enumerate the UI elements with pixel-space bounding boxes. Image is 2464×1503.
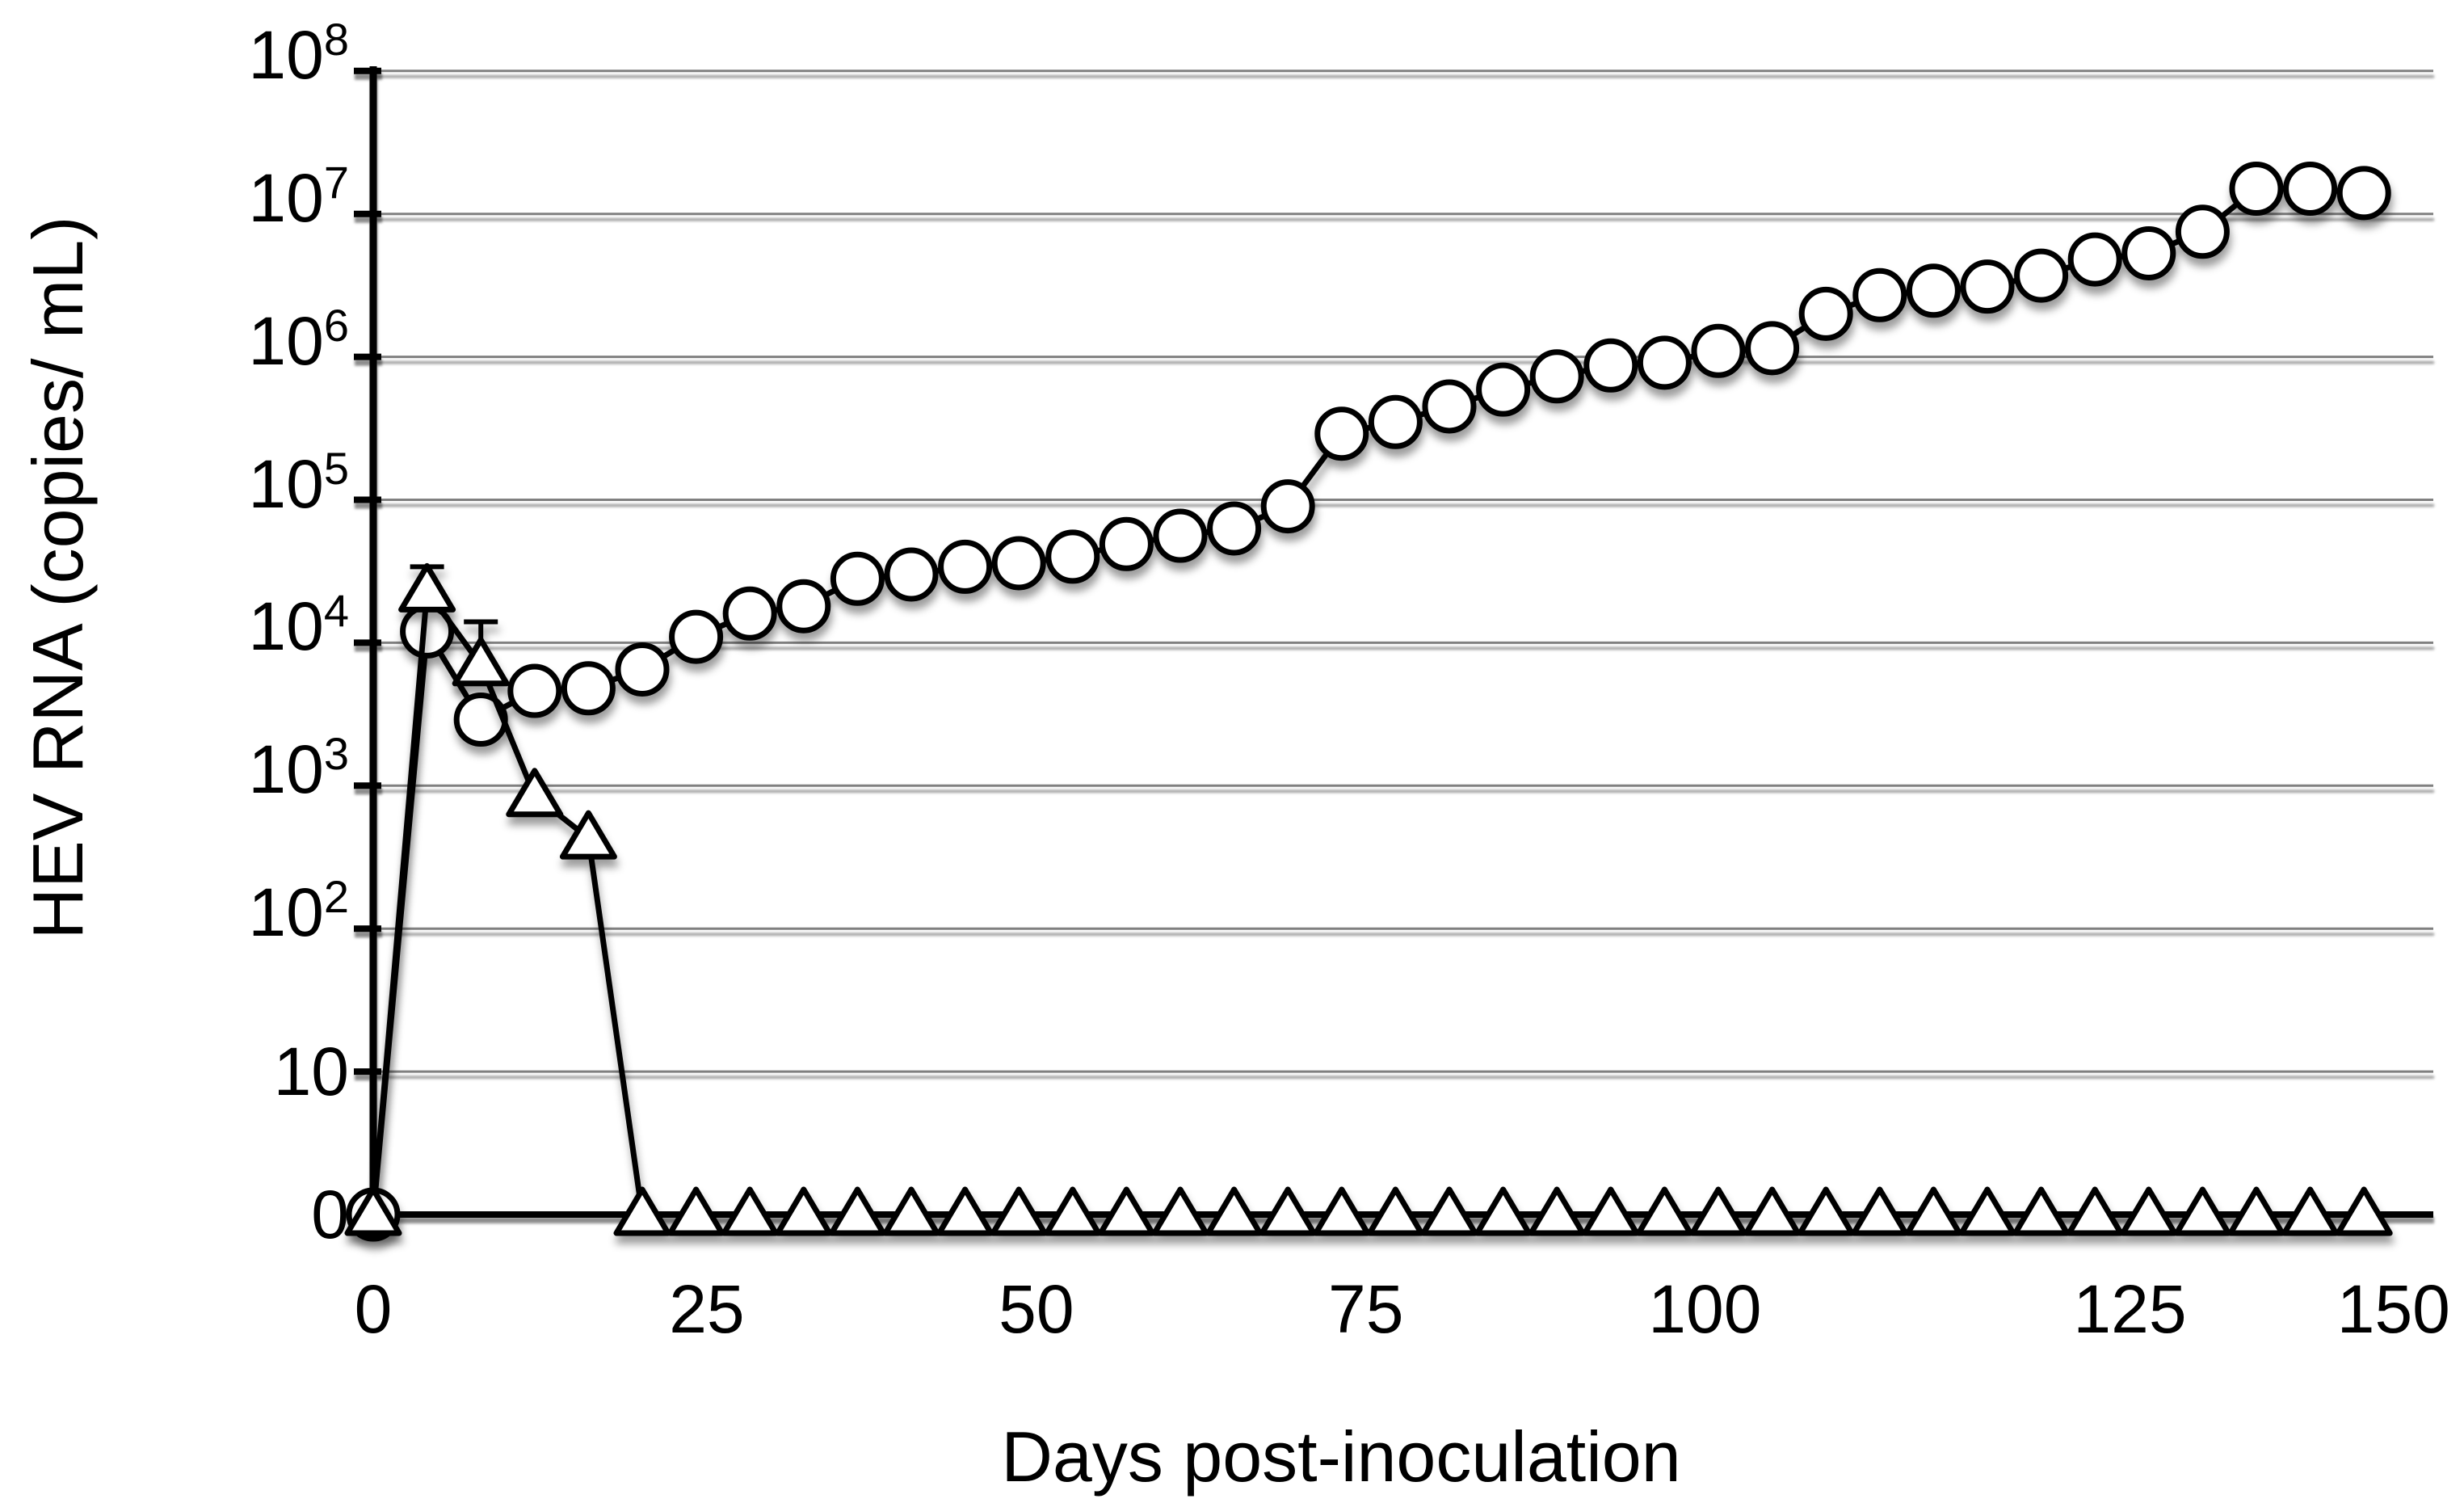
data-point-triangle: [1635, 1186, 1693, 1236]
data-point-triangle: [398, 562, 456, 613]
data-point-circle: [1476, 362, 1531, 417]
data-point-circle: [884, 547, 939, 602]
gridlines: [373, 69, 2433, 1073]
data-point-circle: [1045, 529, 1100, 584]
data-point-circle: [1207, 501, 1262, 556]
x-tick-label: 100: [1648, 1271, 1762, 1347]
data-point-triangle: [2227, 1186, 2285, 1236]
data-point-circle: [1368, 394, 1423, 449]
x-tick-label: 150: [2336, 1271, 2450, 1347]
data-point-triangle: [1689, 1186, 1747, 1236]
data-point-triangle: [721, 1186, 779, 1236]
data-point-triangle: [2120, 1186, 2178, 1236]
data-point-triangle: [1528, 1186, 1586, 1236]
data-point-circle: [1691, 323, 1746, 378]
data-point-triangle: [1044, 1186, 1102, 1236]
x-tick-label: 25: [669, 1271, 745, 1347]
y-tick-label: 102: [248, 871, 349, 951]
data-point-triangle: [1205, 1186, 1264, 1236]
circle-series: [346, 162, 2391, 1242]
data-point-triangle: [1851, 1186, 1909, 1236]
data-point-circle: [2067, 232, 2122, 287]
data-point-circle: [1798, 286, 1853, 341]
data-point-triangle: [990, 1186, 1048, 1236]
data-point-triangle: [1743, 1186, 1802, 1236]
data-point-triangle: [936, 1186, 994, 1236]
y-tick-label: 105: [248, 442, 349, 522]
data-point-circle: [2229, 162, 2284, 217]
x-tick-label: 50: [999, 1271, 1074, 1347]
data-point-circle: [1852, 267, 1907, 322]
y-tick-label: 106: [248, 299, 349, 379]
data-point-triangle: [506, 768, 564, 818]
data-point-circle: [1153, 508, 1208, 563]
y-tick-label: 108: [248, 13, 349, 93]
data-point-circle: [2175, 204, 2230, 259]
data-point-circle: [2014, 248, 2069, 303]
data-point-triangle: [452, 637, 510, 687]
y-tick-label: 0: [311, 1177, 349, 1252]
data-point-circle: [991, 536, 1046, 591]
data-point-circle: [507, 663, 562, 718]
data-point-triangle: [1582, 1186, 1640, 1236]
data-point-circle: [1745, 321, 1800, 376]
data-point-triangle: [2173, 1186, 2231, 1236]
data-point-circle: [2121, 225, 2176, 280]
data-point-circle: [1529, 349, 1584, 404]
data-point-triangle: [2066, 1186, 2124, 1236]
data-point-circle: [2283, 162, 2338, 217]
data-point-circle: [561, 661, 616, 716]
y-tick-label: 107: [248, 156, 349, 236]
data-point-circle: [1583, 338, 1638, 393]
data-point-triangle: [1797, 1186, 1855, 1236]
data-point-triangle: [1259, 1186, 1317, 1236]
circle-series-line: [370, 186, 2367, 1218]
data-point-triangle: [1366, 1186, 1424, 1236]
data-point-circle: [1637, 335, 1692, 390]
data-point-circle: [1960, 259, 2015, 314]
data-point-circle: [776, 579, 831, 634]
x-tick-label: 125: [2073, 1271, 2187, 1347]
y-tick-label: 104: [248, 585, 349, 665]
data-point-triangle: [2335, 1186, 2393, 1236]
data-point-circle: [1422, 379, 1477, 434]
data-point-triangle: [1958, 1186, 2016, 1236]
data-point-triangle: [1313, 1186, 1371, 1236]
data-point-circle: [1099, 516, 1154, 571]
data-point-circle: [1260, 479, 1315, 534]
data-point-circle: [669, 609, 724, 664]
data-point-triangle: [2012, 1186, 2071, 1236]
data-point-circle: [1314, 406, 1369, 461]
triangle-series: [344, 562, 2393, 1236]
data-point-triangle: [667, 1186, 725, 1236]
data-point-triangle: [1420, 1186, 1478, 1236]
data-point-triangle: [1097, 1186, 1155, 1236]
data-point-triangle: [828, 1186, 886, 1236]
data-point-triangle: [2281, 1186, 2340, 1236]
triangle-series-line: [370, 587, 2367, 1218]
data-point-triangle: [1474, 1186, 1533, 1236]
data-point-circle: [1906, 263, 1961, 318]
data-point-triangle: [775, 1186, 833, 1236]
y-axis-title: HEV RNA (copies/ mL): [18, 216, 98, 940]
data-point-circle: [722, 586, 777, 641]
x-axis-title: Days post-inoculation: [1001, 1417, 1681, 1497]
data-point-circle: [2336, 166, 2391, 221]
x-tick-label: 0: [354, 1271, 393, 1347]
data-point-triangle: [613, 1186, 671, 1236]
data-point-triangle: [1151, 1186, 1209, 1236]
x-tick-label: 75: [1328, 1271, 1404, 1347]
y-tick-label: 103: [248, 728, 349, 808]
data-point-circle: [938, 539, 993, 594]
data-point-triangle: [344, 1186, 402, 1236]
data-point-circle: [830, 551, 885, 606]
data-point-triangle: [1904, 1186, 1962, 1236]
y-tick-label: 10: [273, 1034, 349, 1110]
data-point-triangle: [882, 1186, 940, 1236]
data-point-triangle: [559, 810, 617, 860]
data-point-circle: [615, 642, 670, 697]
